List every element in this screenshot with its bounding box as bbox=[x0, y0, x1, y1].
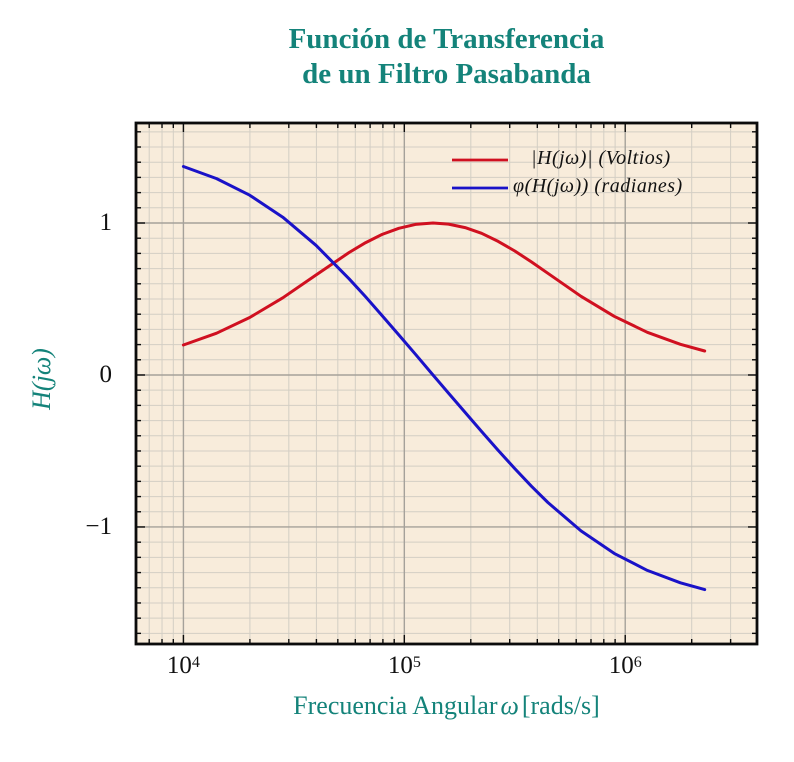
x-axis-label: Frecuencia Angular ω [rads/s] bbox=[136, 691, 757, 721]
y-axis-label: H(jω) bbox=[27, 348, 56, 410]
y-tick-label: 1 bbox=[99, 209, 113, 236]
x-axis-label-suffix: [rads/s] bbox=[521, 691, 600, 720]
plot-frame bbox=[134, 121, 759, 646]
plot-background bbox=[136, 123, 757, 644]
x-tick-label: 104 bbox=[166, 652, 200, 679]
legend-label-magnitude: |H(jω)| (Voltios) bbox=[531, 147, 671, 169]
magnitude-curve bbox=[181, 221, 707, 353]
y-tick-label: −1 bbox=[85, 512, 112, 540]
chart-title-line1: Función de Transferencia bbox=[288, 23, 605, 55]
phase-curve bbox=[181, 165, 707, 592]
legend-label-phase: φ(H(jω)) (radianes) bbox=[513, 175, 683, 197]
y-tick-label: 0 bbox=[99, 360, 113, 388]
grid-minor bbox=[136, 123, 757, 644]
x-axis-label-prefix: Frecuencia Angular bbox=[293, 691, 498, 720]
chart-title-line2: de un Filtro Pasabanda bbox=[302, 58, 591, 90]
x-tick-label: 105 bbox=[387, 652, 421, 679]
grid-major bbox=[136, 123, 757, 644]
omega-symbol: ω bbox=[500, 691, 519, 720]
x-tick-label: 106 bbox=[608, 652, 642, 679]
